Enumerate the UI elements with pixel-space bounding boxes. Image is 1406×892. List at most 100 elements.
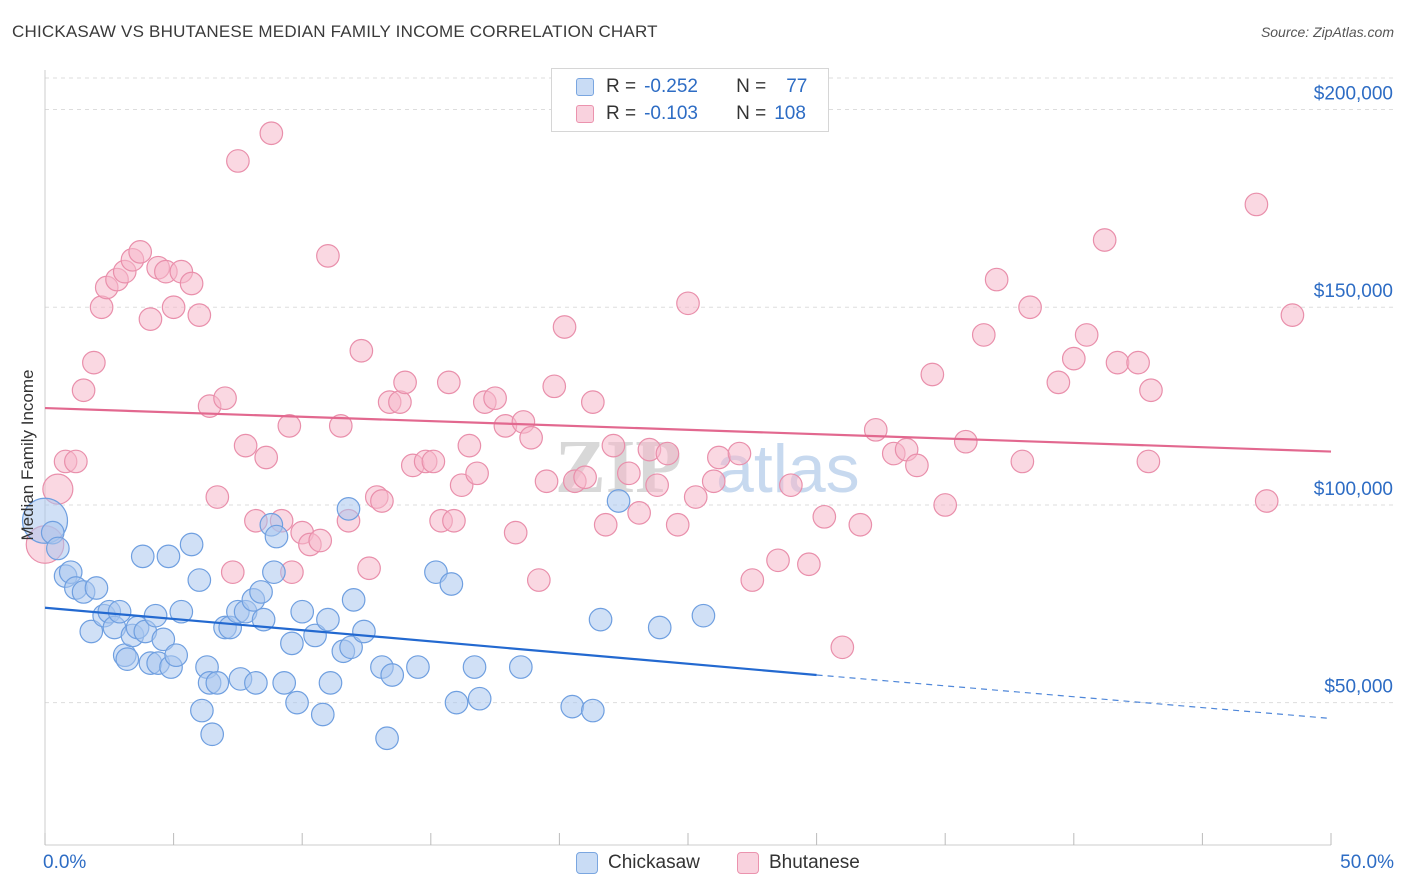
bhutanese-point xyxy=(421,449,446,474)
chickasaw-point xyxy=(406,655,430,679)
bhutanese-point xyxy=(984,267,1009,292)
chickasaw-point xyxy=(580,698,605,723)
bhutanese-point xyxy=(388,390,412,414)
bhutanese-point xyxy=(701,469,726,494)
chickasaw-point xyxy=(647,615,672,640)
y-tick-labels: $50,000 $100,000 $150,000 $200,000 xyxy=(1314,84,1393,698)
chickasaw-point xyxy=(151,627,176,652)
chickasaw-point xyxy=(187,568,212,592)
bhutanese-point xyxy=(457,433,482,458)
source-note: Source: ZipAtlas.com xyxy=(1260,24,1394,40)
chickasaw-point xyxy=(156,544,181,569)
chickasaw-point xyxy=(339,635,363,660)
x-tick-label-min: 0.0% xyxy=(43,852,87,873)
y-tick-label: $50,000 xyxy=(1324,677,1393,698)
chickasaw-point xyxy=(691,603,716,628)
bhutanese-point xyxy=(627,501,651,525)
legend-row-chickasaw: R = -0.252 N = 77 xyxy=(576,75,807,99)
chickasaw-point xyxy=(467,686,492,711)
bhutanese-point xyxy=(971,323,996,347)
bhutanese-point xyxy=(601,433,626,458)
bhutanese-point xyxy=(357,556,381,581)
bhutanese-point xyxy=(205,485,230,509)
bhutanese-point xyxy=(254,445,279,470)
bhutanese-point xyxy=(526,568,551,592)
bhutanese-point xyxy=(655,441,680,466)
bhutanese-point xyxy=(863,417,888,442)
bhutanese-point xyxy=(1010,449,1035,474)
bhutanese-point xyxy=(1254,489,1279,513)
bhutanese-point xyxy=(920,362,945,387)
bhutanese-point xyxy=(1046,370,1071,395)
chickasaw-point xyxy=(169,599,194,624)
legend-n-label: N = xyxy=(736,76,767,97)
bhutanese-point xyxy=(1092,228,1117,252)
axes xyxy=(44,70,1332,846)
chickasaw-point xyxy=(272,671,297,695)
legend-r-value: -0.103 xyxy=(644,103,698,124)
bhutanese-point xyxy=(534,469,559,494)
legend-r-value: -0.252 xyxy=(644,76,698,97)
bhutanese-point xyxy=(442,508,466,533)
series-swatch-chickasaw xyxy=(576,852,598,874)
legend-n-value: 77 xyxy=(786,76,808,97)
bhutanese-point xyxy=(933,493,958,517)
chickasaw-point xyxy=(285,690,309,715)
chickasaw-point xyxy=(318,671,343,695)
chickasaw-point xyxy=(130,544,155,569)
bhutanese-point xyxy=(766,548,790,573)
legend-swatch-bhutanese xyxy=(576,105,594,123)
chickasaw-point xyxy=(310,702,335,727)
y-tick-label: $200,000 xyxy=(1314,84,1393,105)
bhutanese-point xyxy=(830,635,855,660)
chickasaw-point xyxy=(588,607,613,632)
chickasaw-point xyxy=(280,631,304,656)
chickasaw-point xyxy=(462,655,487,679)
chickasaw-point xyxy=(380,663,405,687)
chickasaw-point xyxy=(46,536,70,561)
points xyxy=(21,121,1305,751)
bhutanese-point xyxy=(812,504,837,529)
bhutanese-point xyxy=(436,370,461,395)
bhutanese-point xyxy=(727,441,752,466)
chickasaw-point xyxy=(336,497,361,521)
bhutanese-point xyxy=(233,433,258,458)
bhutanese-point xyxy=(483,386,507,411)
chickasaw-trend-line xyxy=(44,606,817,677)
series-legend-label: Bhutanese xyxy=(769,852,860,873)
y-tick-label: $150,000 xyxy=(1314,281,1393,302)
bhutanese-point xyxy=(226,149,250,173)
series-legend-chickasaw[interactable]: Chickasaw xyxy=(576,852,700,874)
legend-row-bhutanese: R = -0.103 N = 108 xyxy=(576,102,806,126)
bhutanese-point xyxy=(593,512,618,537)
bhutanese-point xyxy=(128,240,153,264)
bhutanese-point xyxy=(1280,303,1305,328)
chickasaw-point xyxy=(262,560,286,585)
bhutanese-point xyxy=(393,370,417,395)
chickasaw-point xyxy=(244,671,268,695)
bhutanese-point xyxy=(665,512,690,537)
bhutanese-point xyxy=(905,453,929,478)
chickasaw-point xyxy=(290,599,315,624)
bhutanese-point xyxy=(277,414,302,438)
series-legend-bhutanese[interactable]: Bhutanese xyxy=(737,852,860,874)
bhutanese-point xyxy=(616,461,641,486)
bhutanese-point xyxy=(1136,449,1161,474)
bhutanese-point xyxy=(542,374,567,399)
chickasaw-point xyxy=(316,607,340,632)
series-legend-label: Chickasaw xyxy=(608,852,700,873)
bhutanese-point xyxy=(683,485,708,509)
series-swatch-bhutanese xyxy=(737,852,759,874)
bhutanese-point xyxy=(82,350,106,375)
bhutanese-point xyxy=(64,449,88,474)
chickasaw-point xyxy=(107,599,132,624)
chickasaw-point xyxy=(190,698,214,723)
bhutanese-point xyxy=(779,473,803,498)
chickasaw-point xyxy=(560,694,585,719)
y-axis-title: Median Family Income xyxy=(18,369,37,541)
bhutanese-point xyxy=(89,295,114,320)
chickasaw-point xyxy=(341,587,366,612)
bhutanese-point xyxy=(187,303,212,328)
legend-n-label: N = xyxy=(736,103,767,124)
chickasaw-point xyxy=(205,671,230,695)
